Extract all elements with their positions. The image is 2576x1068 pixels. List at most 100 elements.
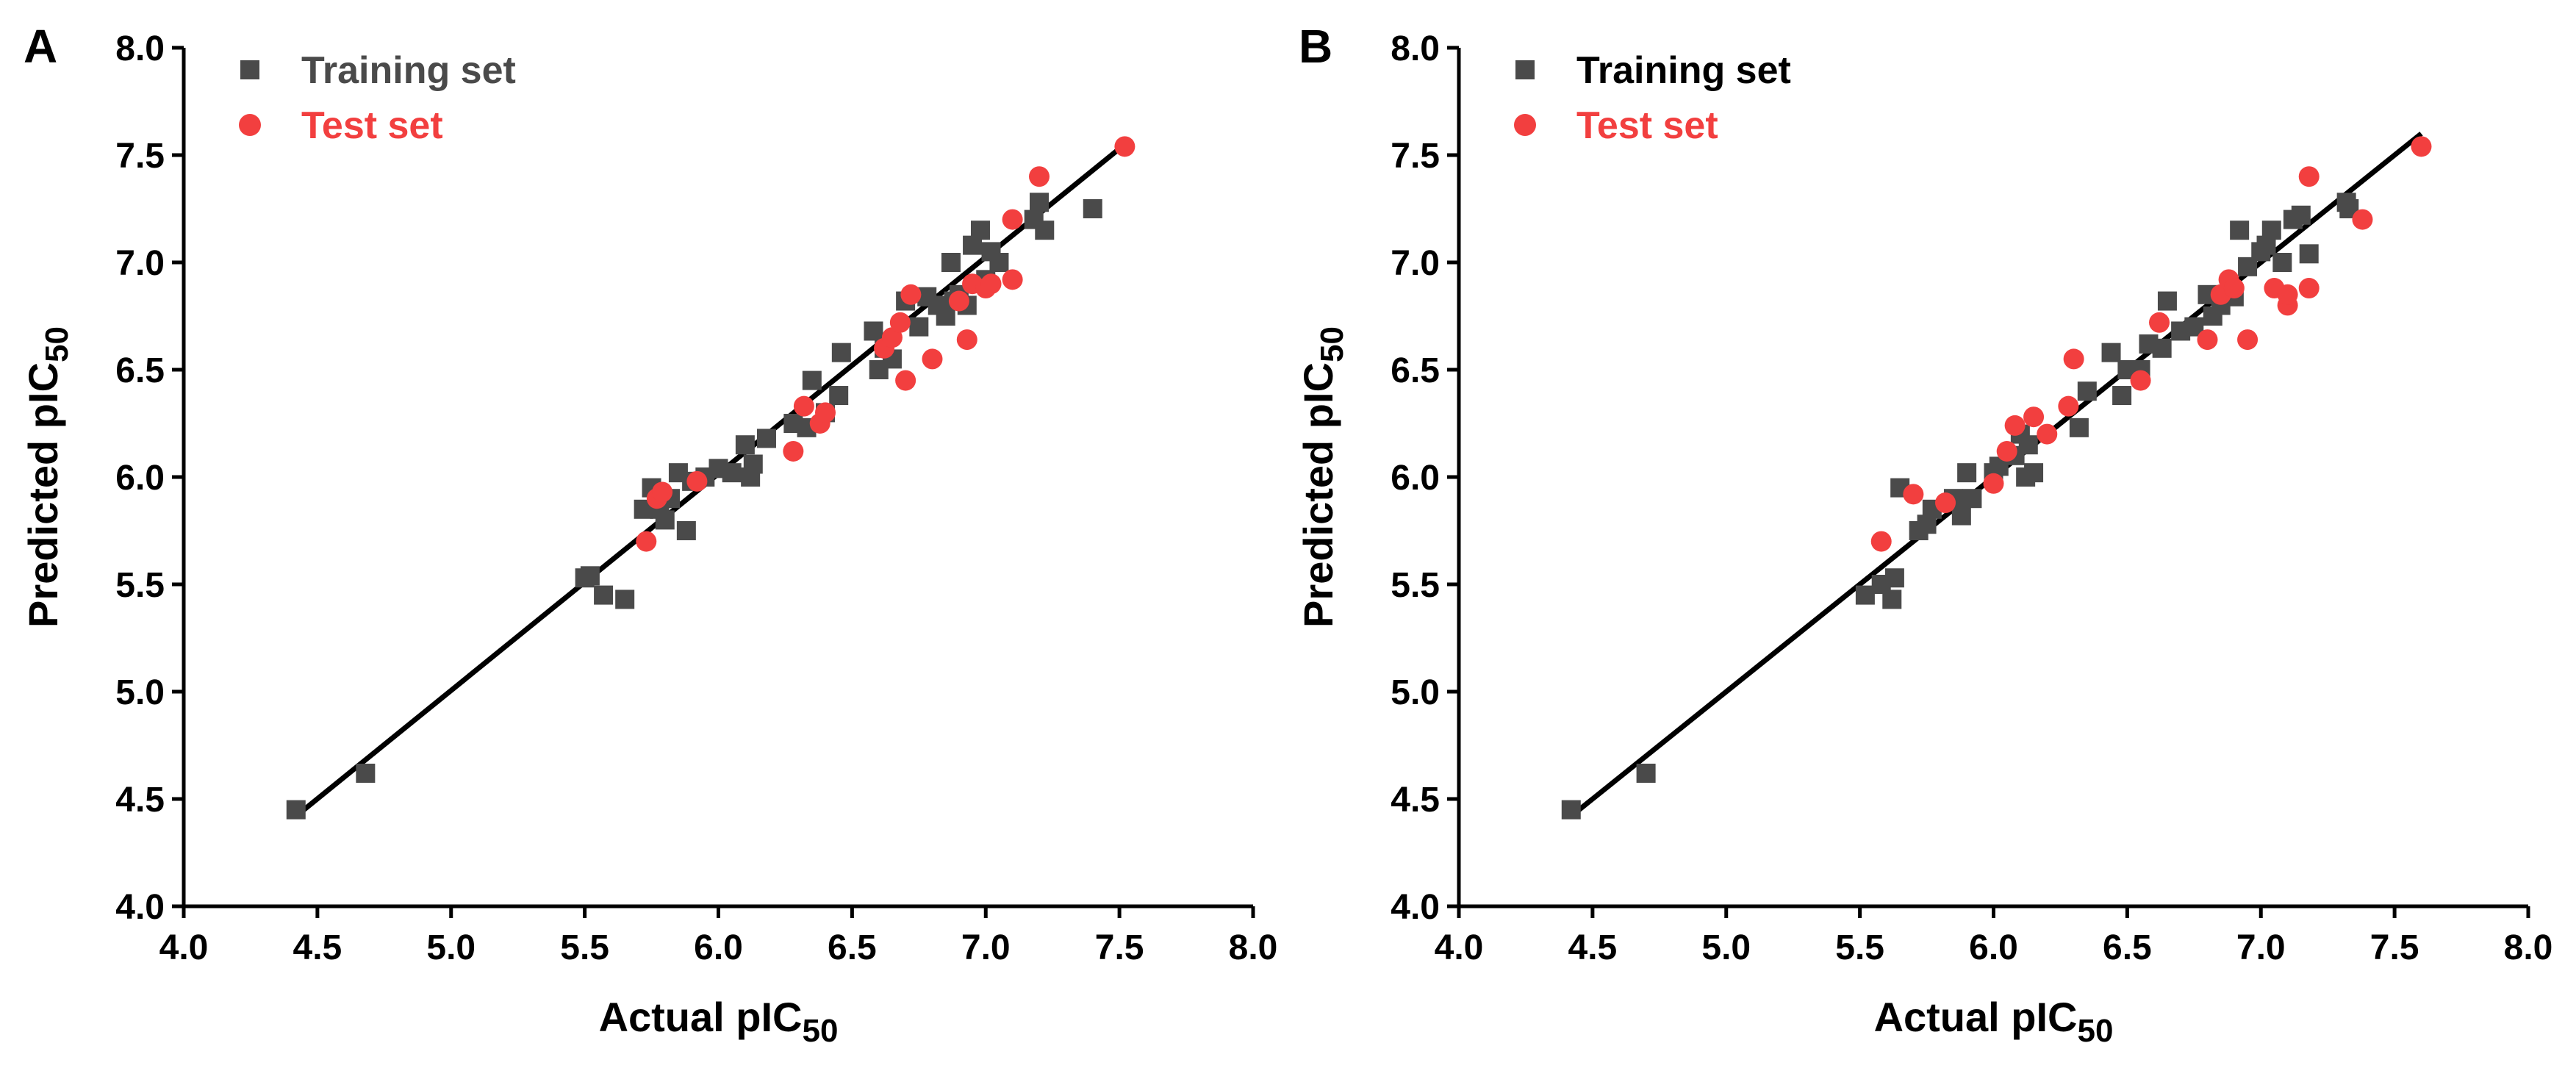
test-point: [1029, 166, 1050, 187]
y-tick-label: 8.0: [115, 29, 165, 68]
test-point: [2277, 284, 2298, 305]
y-tick-label: 8.0: [1391, 29, 1440, 68]
axis-title-main: Predicted pIC: [1295, 362, 1341, 628]
y-tick-label: 5.0: [1391, 673, 1440, 712]
x-tick-label: 5.0: [426, 928, 476, 967]
test-point: [2130, 370, 2151, 391]
training-point: [1884, 568, 1904, 588]
training-point: [1035, 221, 1055, 240]
y-tick-label: 7.5: [115, 137, 165, 176]
legend-marker-square: [240, 60, 259, 79]
test-point: [2058, 395, 2079, 417]
test-point: [2037, 423, 2058, 445]
x-tick-label: 4.0: [159, 928, 209, 967]
legend-label: Training set: [301, 49, 516, 92]
training-point: [356, 763, 376, 783]
training-point: [1957, 463, 1977, 483]
training-point: [970, 221, 990, 240]
training-point: [286, 800, 306, 820]
y-tick-label: 7.0: [115, 244, 165, 283]
x-tick-label: 6.5: [828, 928, 877, 967]
test-point: [2352, 209, 2373, 230]
training-point: [1030, 193, 1049, 212]
training-point: [2018, 435, 2038, 455]
test-point: [1002, 269, 1023, 290]
legend-label: Training set: [1576, 49, 1791, 92]
training-point: [941, 253, 961, 272]
x-tick-label: 4.0: [1435, 928, 1484, 967]
training-point: [2230, 221, 2250, 240]
test-point: [686, 470, 708, 492]
axis-title-main: Predicted pIC: [20, 362, 66, 628]
test-point: [2411, 136, 2432, 157]
y-tick-label: 5.5: [1391, 566, 1440, 605]
test-point: [2149, 312, 2170, 333]
x-tick-label: 8.0: [2504, 928, 2553, 967]
training-point: [676, 521, 696, 540]
x-tick-label: 5.5: [560, 928, 609, 967]
axis-title-subscript: 50: [39, 326, 75, 362]
test-point: [1903, 484, 1924, 505]
x-tick-label: 6.0: [1969, 928, 2018, 967]
x-tick-label: 6.5: [2103, 928, 2152, 967]
x-axis-title: Actual pIC50: [599, 994, 839, 1049]
test-point: [2004, 415, 2026, 436]
x-axis-title: Actual pIC50: [1874, 994, 2114, 1049]
test-set-series: [1870, 136, 2432, 552]
training-point: [2077, 381, 2097, 401]
y-tick-label: 5.5: [115, 566, 165, 605]
y-tick-label: 5.0: [115, 673, 165, 712]
legend-marker-circle: [239, 114, 261, 136]
test-point: [922, 348, 943, 370]
test-point: [2237, 329, 2259, 351]
x-tick-label: 4.5: [1568, 928, 1618, 967]
test-point: [2063, 348, 2084, 370]
training-point: [1561, 800, 1581, 820]
training-point: [655, 510, 675, 530]
x-tick-label: 5.5: [1835, 928, 1884, 967]
y-axis-title: Predicted pIC50: [1295, 326, 1350, 628]
y-tick-label: 6.5: [115, 351, 165, 390]
test-point: [793, 395, 814, 417]
legend: Training set Test set: [1514, 49, 1791, 147]
training-point: [2101, 343, 2121, 362]
test-point: [1002, 209, 1023, 230]
test-set-series: [636, 136, 1135, 552]
training-point: [1882, 589, 1902, 609]
y-tick-label: 4.5: [1391, 781, 1440, 820]
test-point: [889, 312, 911, 333]
x-tick-label: 7.0: [961, 928, 1011, 967]
training-point: [864, 321, 883, 341]
training-point: [722, 463, 742, 483]
y-axis-title: Predicted pIC50: [20, 326, 75, 628]
training-point: [756, 429, 776, 448]
panel-label: B: [1299, 20, 1332, 73]
test-point: [636, 531, 657, 552]
training-point: [1962, 489, 1982, 509]
x-tick-label: 4.5: [293, 928, 342, 967]
x-tick-label: 6.0: [694, 928, 743, 967]
training-point: [1636, 763, 1656, 783]
training-point: [2272, 253, 2292, 272]
training-point: [735, 435, 755, 455]
y-tick-label: 6.0: [1391, 459, 1440, 498]
x-tick-label: 5.0: [1701, 928, 1751, 967]
x-tick-label: 8.0: [1229, 928, 1278, 967]
training-point: [2299, 244, 2319, 264]
test-point: [1996, 440, 2017, 462]
legend: Training set Test set: [239, 49, 516, 147]
legend-label: Test set: [1576, 104, 1718, 147]
test-point: [2223, 278, 2245, 299]
training-point: [1951, 506, 1971, 526]
test-point: [948, 290, 969, 312]
test-point: [2023, 406, 2045, 428]
axis-title-main: Actual pIC: [599, 994, 803, 1040]
training-point: [580, 566, 600, 586]
x-tick-label: 7.5: [1095, 928, 1144, 967]
y-tick-label: 6.0: [115, 459, 165, 498]
legend-marker-square: [1515, 60, 1535, 79]
y-tick-label: 6.5: [1391, 351, 1440, 390]
test-point: [815, 402, 836, 423]
training-point: [615, 589, 635, 609]
test-point: [2298, 166, 2320, 187]
